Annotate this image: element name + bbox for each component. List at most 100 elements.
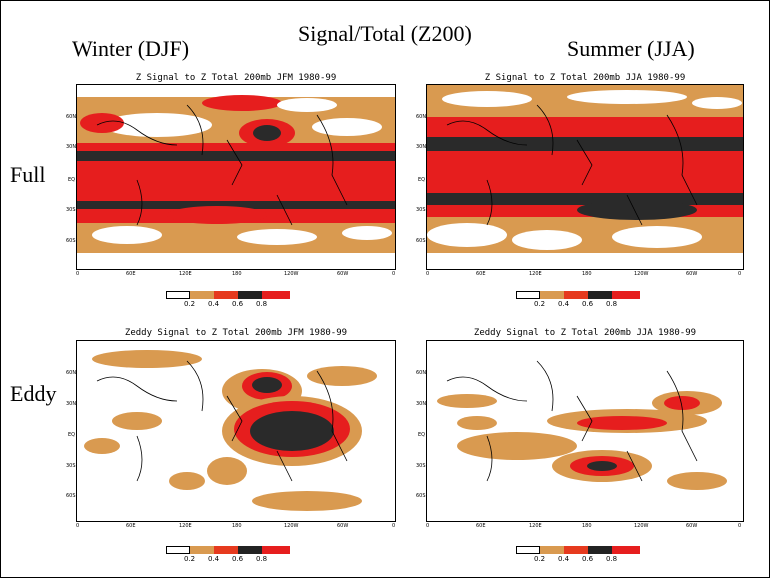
colorbar-segment bbox=[588, 291, 612, 299]
lon-tick: 60W bbox=[686, 523, 698, 529]
lon-tick: 120W bbox=[284, 271, 299, 277]
colorbar-label: 0.2 bbox=[184, 555, 196, 563]
colorbar-segment bbox=[612, 291, 640, 299]
winter-label: Winter (DJF) bbox=[72, 36, 190, 61]
colorbar-segment bbox=[166, 546, 190, 554]
lat-tick: 30S bbox=[66, 463, 76, 469]
lat-tick: 60N bbox=[416, 114, 427, 120]
colorbar-segment bbox=[588, 546, 612, 554]
map-panel-full-summer bbox=[426, 84, 744, 270]
panel-title-full-winter: Z Signal to Z Total 200mb JFM 1980-99 bbox=[135, 73, 337, 83]
colorbar-segment bbox=[166, 291, 190, 299]
lon-tick: 120E bbox=[179, 523, 192, 529]
colorbar-label: 0.2 bbox=[184, 300, 196, 308]
map-panel-eddy-summer bbox=[426, 340, 744, 522]
colorbar: 0.2 0.4 0.6 0.8 bbox=[166, 291, 306, 308]
colorbar-label: 0.2 bbox=[534, 555, 546, 563]
lat-tick: 60S bbox=[66, 238, 76, 244]
lat-tick: 30S bbox=[66, 207, 76, 213]
lon-tick: 120W bbox=[634, 271, 649, 277]
lon-tick: 0 bbox=[426, 271, 430, 277]
lat-tick: EQ bbox=[68, 177, 76, 183]
panel-title-full-summer: Z Signal to Z Total 200mb JJA 1980-99 bbox=[484, 73, 686, 83]
colorbar-segment bbox=[516, 546, 540, 554]
lon-tick: 0 bbox=[392, 271, 396, 277]
colorbar-segment bbox=[214, 546, 238, 554]
lon-tick: 0 bbox=[738, 271, 742, 277]
colorbar-segment bbox=[516, 291, 540, 299]
colorbar-segment bbox=[238, 291, 262, 299]
lon-tick: 120W bbox=[634, 523, 649, 529]
lon-tick: 0 bbox=[76, 271, 80, 277]
lon-tick: 0 bbox=[426, 523, 430, 529]
lat-tick: 60N bbox=[66, 114, 77, 120]
colorbar-segment bbox=[540, 291, 564, 299]
lon-tick: 120E bbox=[179, 271, 192, 277]
colorbar-label: 0.8 bbox=[606, 555, 618, 563]
map-panel-eddy-winter bbox=[76, 340, 396, 522]
colorbar-segment bbox=[190, 546, 214, 554]
lon-tick: 60W bbox=[337, 271, 349, 277]
colorbar-segment bbox=[190, 291, 214, 299]
colorbar-label: 0.6 bbox=[232, 555, 244, 563]
lon-tick: 60E bbox=[476, 271, 486, 277]
colorbar-segment bbox=[540, 546, 564, 554]
colorbar-segment bbox=[262, 291, 290, 299]
colorbar-label: 0.8 bbox=[256, 555, 268, 563]
lon-tick: 0 bbox=[392, 523, 396, 529]
lon-tick: 60E bbox=[126, 271, 136, 277]
lat-tick: 60N bbox=[66, 370, 77, 376]
colorbar: 0.2 0.4 0.6 0.8 bbox=[516, 546, 656, 563]
lon-tick: 0 bbox=[738, 523, 742, 529]
lat-tick: 60S bbox=[416, 238, 426, 244]
lon-tick: 120W bbox=[284, 523, 299, 529]
lat-tick: EQ bbox=[68, 432, 76, 438]
colorbar-label: 0.4 bbox=[208, 300, 220, 308]
colorbar-label: 0.4 bbox=[558, 555, 570, 563]
lon-tick: 60E bbox=[126, 523, 136, 529]
lat-tick: 60S bbox=[66, 493, 76, 499]
colorbar-segment bbox=[262, 546, 290, 554]
colorbar-segment bbox=[214, 291, 238, 299]
lon-tick: 120E bbox=[529, 271, 542, 277]
lat-tick: 30N bbox=[66, 144, 77, 150]
colorbar-label: 0.4 bbox=[208, 555, 220, 563]
colorbar-label: 0.2 bbox=[534, 300, 546, 308]
colorbar-segment bbox=[564, 291, 588, 299]
lat-tick: 60S bbox=[416, 493, 426, 499]
lat-tick: 30N bbox=[66, 401, 77, 407]
colorbar-label: 0.6 bbox=[582, 555, 594, 563]
slide-title: Signal/Total (Z200) bbox=[298, 21, 472, 46]
lon-tick: 180 bbox=[232, 271, 242, 277]
colorbar-label: 0.6 bbox=[232, 300, 244, 308]
panel-title-eddy-winter: Zeddy Signal to Z Total 200mb JFM 1980-9… bbox=[124, 328, 348, 338]
lon-tick: 180 bbox=[582, 271, 592, 277]
colorbar-label: 0.8 bbox=[606, 300, 618, 308]
colorbar-label: 0.6 bbox=[582, 300, 594, 308]
lat-tick: 60N bbox=[416, 370, 427, 376]
map-panel-full-winter bbox=[76, 84, 396, 270]
lon-tick: 60E bbox=[476, 523, 486, 529]
lon-tick: 180 bbox=[582, 523, 592, 529]
colorbar-segment bbox=[238, 546, 262, 554]
lat-tick: 30N bbox=[416, 401, 427, 407]
colorbar-label: 0.8 bbox=[256, 300, 268, 308]
eddy-row-label: Eddy bbox=[10, 381, 57, 406]
lon-tick: 60W bbox=[337, 523, 349, 529]
lon-tick: 0 bbox=[76, 523, 80, 529]
colorbar-segment bbox=[612, 546, 640, 554]
lat-tick: 30S bbox=[416, 207, 426, 213]
colorbar-label: 0.4 bbox=[558, 300, 570, 308]
lat-tick: EQ bbox=[418, 177, 426, 183]
lon-tick: 60W bbox=[686, 271, 698, 277]
colorbar: 0.2 0.4 0.6 0.8 bbox=[516, 291, 656, 308]
lat-tick: EQ bbox=[418, 432, 426, 438]
colorbar-segment bbox=[564, 546, 588, 554]
colorbar: 0.2 0.4 0.6 0.8 bbox=[166, 546, 306, 563]
lon-tick: 120E bbox=[529, 523, 542, 529]
lat-tick: 30S bbox=[416, 463, 426, 469]
full-row-label: Full bbox=[10, 162, 46, 187]
lat-tick: 30N bbox=[416, 144, 427, 150]
summer-label: Summer (JJA) bbox=[567, 36, 695, 61]
